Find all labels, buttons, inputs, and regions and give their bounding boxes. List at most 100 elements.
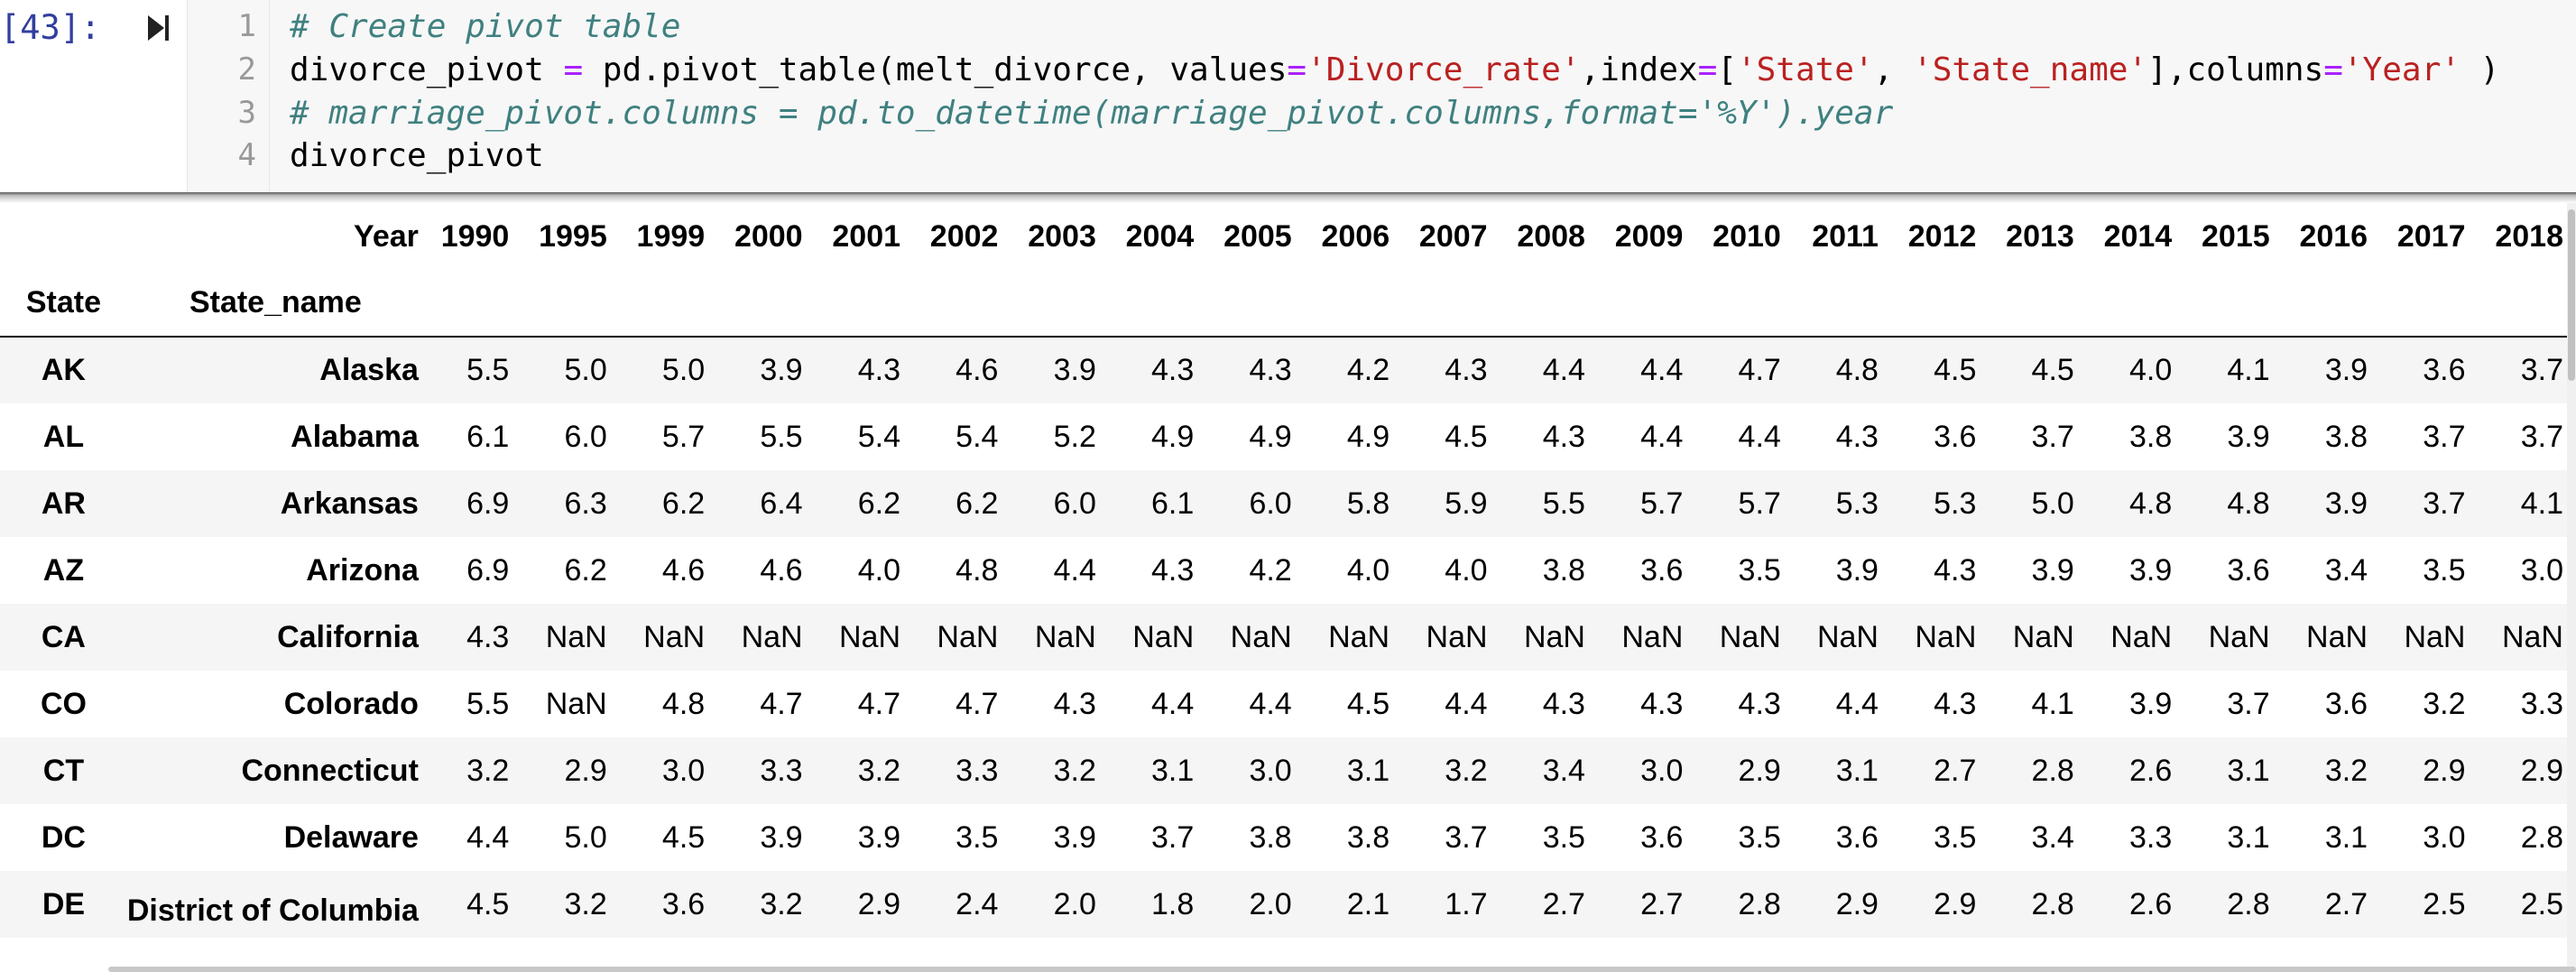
value-cell: 6.0 [564,419,607,454]
value-cell: NaN [643,619,706,654]
value-cell: 3.8 [2324,419,2368,454]
value-cell: 4.5 [1346,686,1390,721]
value-cell: 3.6 [2227,552,2270,588]
value-cell: 4.5 [1934,353,1977,387]
horizontal-scrollbar[interactable] [108,967,2576,972]
table-row: AR Arkansas 6.9 6.3 6.2 6.4 6.2 6.2 6.0 6.1 6.0 5.8… [0,470,2576,537]
state-name-cell: Arizona [306,552,419,588]
value-cell: 5.3 [1835,486,1879,521]
value-cell: 3.2 [1053,753,1096,788]
value-cell: 2.9 [1738,753,1781,788]
year-header: 2004 [1125,218,1195,254]
value-cell: 6.9 [466,552,510,588]
state-code-cell: DE [42,886,86,921]
value-cell: NaN [937,619,999,654]
line-number: 3 [237,95,256,131]
value-cell: 3.3 [2520,686,2563,721]
value-cell: 3.7 [2423,419,2466,454]
code-token: 'State_name' [1913,51,2148,88]
value-cell: 5.7 [1738,486,1781,521]
year-header: 2018 [2495,218,2563,254]
value-cell: 4.4 [1542,353,1585,387]
value-cell: 3.7 [2423,486,2466,521]
value-cell: 4.3 [1542,419,1585,454]
value-cell: 4.8 [661,686,706,721]
vertical-scrollbar[interactable] [2567,203,2576,972]
value-cell: 2.1 [1346,886,1390,921]
year-header: 2014 [2103,218,2173,254]
table-row: AK Alaska 5.5 5.0 5.0 3.9 4.3 4.6 3.9 4.3 4.3 4.2 4.… [0,337,2576,403]
value-cell: 4.1 [2520,486,2563,521]
value-cell: 2.7 [2324,886,2368,921]
value-cell: 2.0 [1249,886,1292,921]
vertical-scrollbar-thumb[interactable] [2568,209,2575,381]
value-cell: 5.2 [1053,419,1096,454]
value-cell: NaN [1230,619,1292,654]
table-row: AZ Arizona 6.9 6.2 4.6 4.6 4.0 4.8 4.4 4.3 4.2 4.0 4… [0,537,2576,604]
value-cell: 6.0 [1249,486,1292,521]
value-cell: 4.3 [1640,686,1684,721]
value-cell: 3.9 [1835,552,1879,588]
code-token: pd.pivot_table(melt_divorce, values [583,51,1288,88]
value-cell: 3.0 [661,753,706,788]
cell-prompt: [43]: [0,8,101,47]
value-cell: NaN [2501,619,2563,654]
value-cell: 3.6 [2324,686,2368,721]
table-row: DC Delaware 4.4 5.0 4.5 3.9 3.9 3.5 3.9 3.7 3.8 3.8… [0,804,2576,871]
state-name-cell: California [277,619,419,654]
value-cell: 5.7 [661,419,706,454]
value-cell: 4.7 [760,686,803,721]
value-cell: 3.1 [1346,753,1390,788]
value-cell: 3.9 [2324,353,2368,387]
value-cell: 5.4 [956,419,999,454]
value-cell: 3.6 [1934,419,1977,454]
value-cell: 5.3 [1934,486,1977,521]
value-cell: 2.9 [564,753,607,788]
code-editor[interactable]: 1 2 3 4 # Create pivot table divorce_piv… [187,0,2576,192]
value-cell: 3.5 [1542,819,1585,855]
code-token: = [1697,51,1718,88]
value-cell: 3.0 [1640,753,1684,788]
value-cell: 4.0 [2128,353,2173,387]
value-cell: 4.7 [956,686,999,721]
state-code-cell: DC [41,819,86,855]
value-cell: 4.3 [1151,353,1195,387]
year-header: 2008 [1517,218,1585,254]
state-name-cell: Connecticut [241,753,419,788]
year-header: 2001 [832,218,901,254]
value-cell: 4.3 [466,619,510,654]
year-header: 2005 [1223,218,1292,254]
value-cell: 3.4 [1542,753,1585,788]
value-cell: 4.3 [1053,686,1096,721]
value-cell: NaN [545,619,607,654]
table-row: DE District of Columbia 4.5 3.2 3.6 3.2 2.9 2.4… [0,871,2576,938]
value-cell: 3.9 [857,819,901,855]
value-cell: 4.9 [1346,419,1390,454]
value-cell: 6.2 [661,486,706,521]
value-cell: 4.3 [1934,552,1977,588]
year-header: 2017 [2396,218,2466,254]
value-cell: 3.9 [2128,552,2173,588]
value-cell: 4.8 [2227,486,2270,521]
value-cell: 3.2 [564,886,607,921]
value-cell: 3.9 [2227,419,2270,454]
value-cell: 3.1 [1835,753,1879,788]
value-cell: 4.6 [661,552,706,588]
value-cell: 3.1 [2227,819,2270,855]
value-cell: NaN [2110,619,2173,654]
state-code-cell: CA [41,619,86,654]
header-row-index-names: State State_name [0,270,2576,338]
value-cell: 3.6 [2423,353,2466,387]
value-cell: 3.2 [2423,686,2466,721]
run-cell-icon[interactable] [144,13,171,43]
value-cell: 3.9 [760,819,803,855]
value-cell: 4.3 [857,353,901,387]
value-cell: 3.7 [1445,819,1488,855]
cell-output[interactable]: Year 1990 1995 1999 2000 2001 2002 2003 … [0,203,2576,972]
value-cell: 4.0 [857,552,901,588]
value-cell: 5.0 [564,819,607,855]
value-cell: 3.8 [1542,552,1585,588]
value-cell: 4.8 [956,552,999,588]
value-cell: 3.8 [1249,819,1292,855]
blank-header-cell [0,203,127,270]
